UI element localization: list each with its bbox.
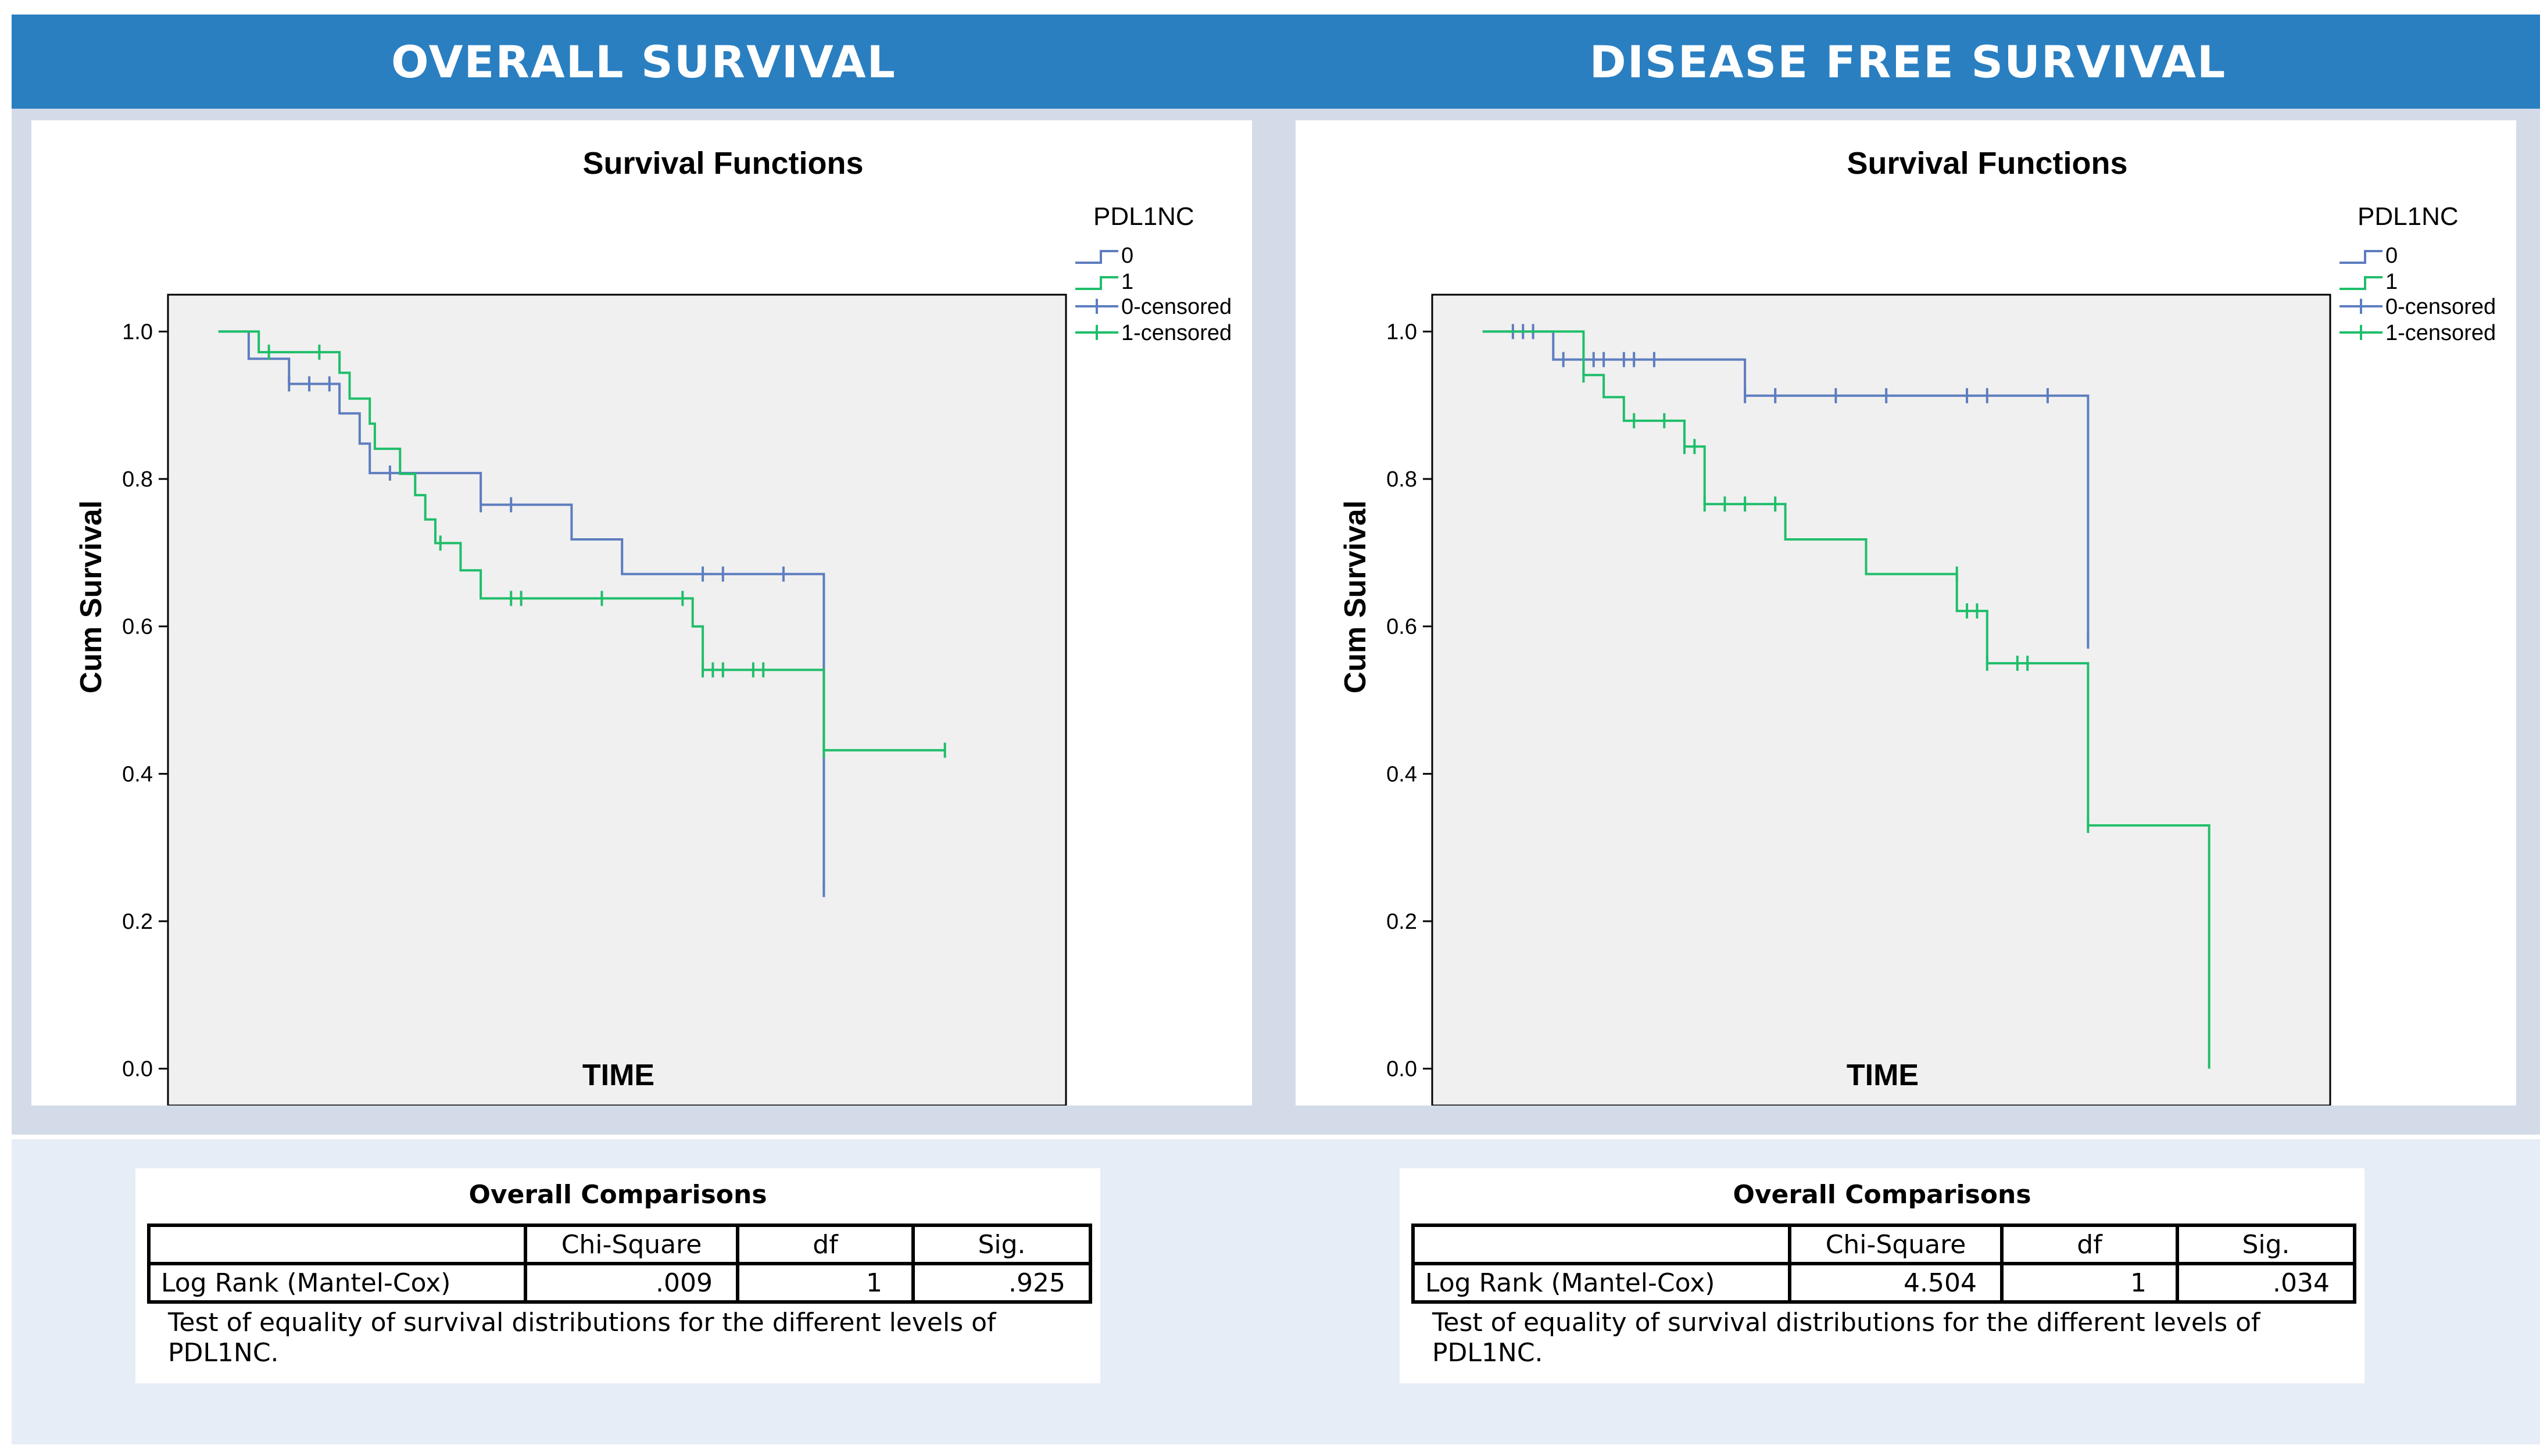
overall-survival-header: OVERALL SURVIVAL [12, 15, 1276, 109]
legend-swatch-0-censored [2339, 299, 2383, 314]
legend-label-0: 0 [2385, 244, 2398, 268]
chart-title: Survival Functions [582, 146, 863, 181]
os-survival-chart: Survival Functions TIME Cum Survival PDL… [74, 146, 1232, 1106]
legend-swatch-1-censored [1075, 325, 1118, 340]
chi-square-value: 4.504 [1788, 1262, 2004, 1304]
dfs-comparison-table: Chi-Square df Sig. Log Rank (Mantel-Cox)… [1411, 1224, 2356, 1304]
os-stats-background: Overall Comparisons Chi-Square df Sig. L… [12, 1139, 1276, 1444]
legend: 0 1 0-censored 1-censored [1075, 244, 1232, 345]
legend-label-1-censored: 1-censored [1121, 321, 1232, 345]
table-header-cell: df [2000, 1224, 2179, 1265]
legend-label-1: 1 [1121, 270, 1133, 294]
x-axis-label: TIME [582, 1058, 654, 1092]
table-header-cell: df [736, 1224, 915, 1265]
os-comparison-card: Overall Comparisons Chi-Square df Sig. L… [135, 1168, 1100, 1383]
dfs-survival-chart: Survival Functions TIME Cum Survival PDL… [1339, 146, 2496, 1106]
df-value: 1 [736, 1262, 915, 1304]
legend-swatch-0 [1075, 250, 1118, 264]
dfs-chart-card: Survival Functions TIME Cum Survival PDL… [1296, 120, 2516, 1106]
table-header-cell: Sig. [2176, 1224, 2356, 1265]
y-tick-label: 0.2 [122, 910, 153, 934]
table-header-cell: Chi-Square [1788, 1224, 2004, 1265]
dfs-stats-background: Overall Comparisons Chi-Square df Sig. L… [1276, 1139, 2540, 1444]
table-header-row: Chi-Square df Sig. [1411, 1224, 2356, 1265]
legend-swatch-1 [1075, 276, 1118, 290]
legend: 0 1 0-censored 1-censored [2339, 244, 2496, 345]
table-row: Log Rank (Mantel-Cox) 4.504 1 .034 [1411, 1262, 2356, 1304]
table-row: Log Rank (Mantel-Cox) .009 1 .925 [147, 1262, 1092, 1304]
x-axis-label: TIME [1847, 1058, 1919, 1092]
y-tick-label: 0.0 [122, 1057, 153, 1082]
disease-free-survival-panel: DISEASE FREE SURVIVAL Survival Functions… [1276, 15, 2540, 1444]
y-tick-label: 0.6 [1386, 615, 1417, 639]
legend-swatch-1-censored [2339, 325, 2383, 340]
y-tick-label: 0.6 [122, 615, 153, 639]
y-tick-label: 0.8 [122, 467, 153, 492]
os-chart-background: Survival Functions TIME Cum Survival PDL… [12, 109, 1276, 1135]
chi-square-value: .009 [524, 1262, 739, 1304]
y-axis-label: Cum Survival [1339, 500, 1372, 693]
legend-title: PDL1NC [2358, 202, 2459, 231]
legend-swatch-0-censored [1075, 299, 1118, 314]
plot-area [167, 294, 1067, 1106]
legend-swatch-1 [2339, 276, 2383, 290]
legend-label-0: 0 [1121, 244, 1133, 268]
dfs-comparison-card: Overall Comparisons Chi-Square df Sig. L… [1400, 1168, 2364, 1383]
legend-swatch-0 [2339, 250, 2383, 264]
survival-curve-1 [1482, 330, 2210, 1069]
overall-survival-panel: OVERALL SURVIVAL Survival Functions TIME… [12, 15, 1276, 1444]
chart-title: Survival Functions [1847, 146, 2127, 181]
survival-curve-1 [218, 330, 945, 752]
legend-label-1: 1 [2385, 270, 2398, 294]
legend-label-0-censored: 0-censored [2385, 295, 2496, 319]
row-label: Log Rank (Mantel-Cox) [147, 1262, 527, 1304]
os-comparison-footnote: Test of equality of survival distributio… [168, 1308, 996, 1368]
table-header-cell [147, 1224, 527, 1265]
os-chart-card: Survival Functions TIME Cum Survival PDL… [31, 120, 1252, 1106]
sig-value: .925 [911, 1262, 1092, 1304]
y-tick-label: 1.0 [1386, 320, 1417, 344]
y-tick-label: 0.4 [1386, 762, 1417, 786]
dfs-comparison-title: Overall Comparisons [1733, 1180, 2031, 1210]
y-tick-label: 0.2 [1386, 910, 1417, 934]
df-value: 1 [2000, 1262, 2179, 1304]
sig-value: .034 [2176, 1262, 2356, 1304]
table-header-cell [1411, 1224, 1791, 1265]
os-comparison-title: Overall Comparisons [468, 1180, 767, 1210]
plot-area [1431, 294, 2331, 1106]
legend-label-1-censored: 1-censored [2385, 321, 2496, 345]
table-header-row: Chi-Square df Sig. [147, 1224, 1092, 1265]
table-header-cell: Chi-Square [524, 1224, 739, 1265]
y-tick-label: 0.0 [1386, 1057, 1417, 1082]
dfs-comparison-footnote: Test of equality of survival distributio… [1432, 1308, 2260, 1368]
dfs-chart-background: Survival Functions TIME Cum Survival PDL… [1276, 109, 2540, 1135]
os-comparison-table: Chi-Square df Sig. Log Rank (Mantel-Cox)… [147, 1224, 1092, 1304]
y-tick-label: 0.8 [1386, 467, 1417, 492]
row-label: Log Rank (Mantel-Cox) [1411, 1262, 1791, 1304]
y-axis-label: Cum Survival [74, 500, 108, 693]
y-tick-label: 0.4 [122, 762, 153, 786]
table-header-cell: Sig. [911, 1224, 1092, 1265]
y-tick-label: 1.0 [122, 320, 153, 344]
legend-label-0-censored: 0-censored [1121, 295, 1232, 319]
disease-free-survival-header: DISEASE FREE SURVIVAL [1276, 15, 2540, 109]
legend-title: PDL1NC [1093, 202, 1194, 231]
survival-curve-0 [218, 330, 825, 890]
